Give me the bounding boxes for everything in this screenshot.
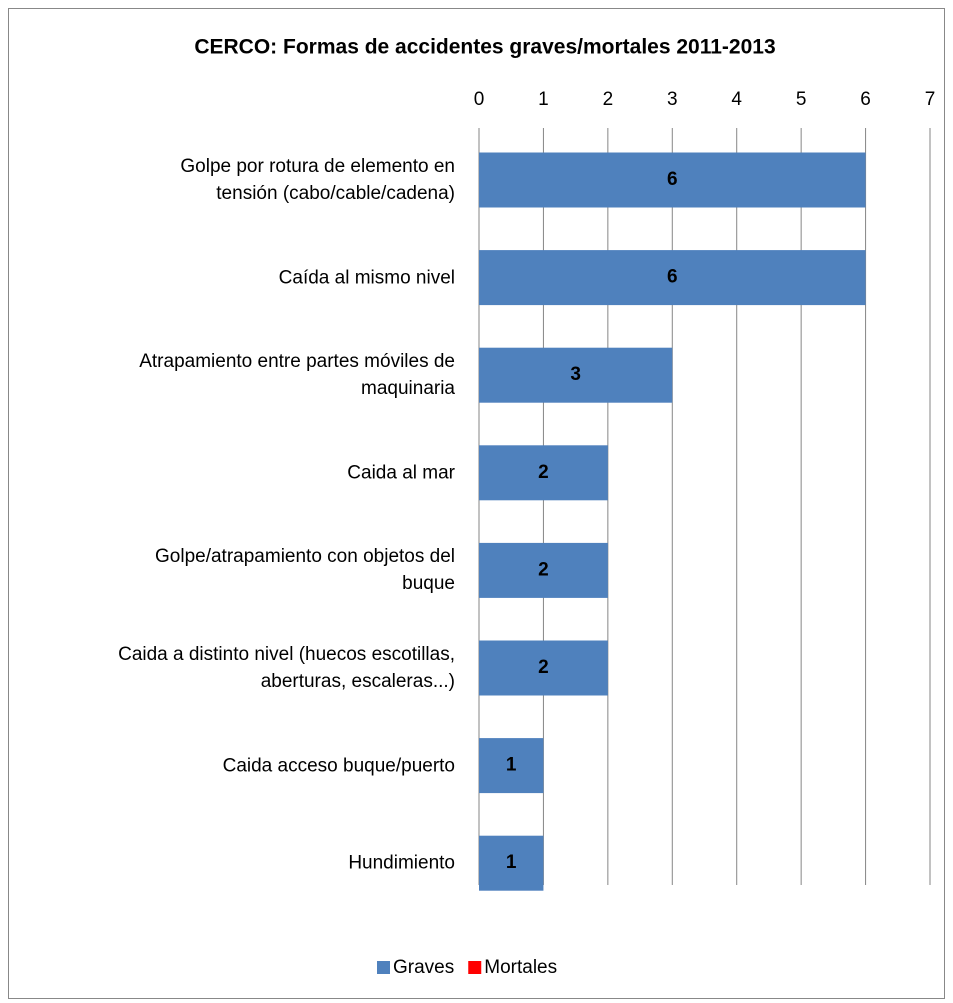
category-label: Hundimiento bbox=[348, 852, 455, 874]
data-label: 3 bbox=[570, 364, 581, 385]
bar bbox=[479, 347, 673, 403]
x-tick-label: 6 bbox=[860, 89, 871, 110]
bar bbox=[479, 542, 608, 598]
bar bbox=[479, 835, 544, 891]
x-tick-label: 2 bbox=[603, 89, 614, 110]
data-label: 2 bbox=[538, 462, 549, 483]
category-label: Caida acceso buque/puerto bbox=[222, 755, 455, 777]
x-tick-label: 1 bbox=[538, 89, 549, 110]
category-label: Atrapamiento entre partes móviles de maq… bbox=[139, 351, 455, 400]
legend-label: Mortales bbox=[484, 957, 557, 978]
x-tick-label: 0 bbox=[474, 89, 485, 110]
data-label: 6 bbox=[667, 267, 678, 288]
category-label: Caida a distinto nivel (huecos escotilla… bbox=[118, 644, 455, 692]
bar bbox=[479, 738, 544, 794]
category-label: Golpe por rotura de elemento en tensión … bbox=[180, 156, 455, 204]
category-label: Golpe/atrapamiento con objetos del buque bbox=[155, 546, 455, 595]
data-label: 1 bbox=[506, 755, 517, 776]
x-tick-label: 4 bbox=[731, 89, 742, 110]
legend-swatch bbox=[468, 961, 482, 974]
legend-label: Graves bbox=[393, 957, 454, 978]
x-tick-label: 5 bbox=[796, 89, 807, 110]
data-label: 2 bbox=[538, 657, 549, 678]
data-label: 1 bbox=[506, 852, 517, 873]
legend-swatch bbox=[377, 961, 390, 974]
category-label: Caida al mar bbox=[347, 462, 455, 484]
chart-title: CERCO: Formas de accidentes graves/morta… bbox=[194, 36, 775, 59]
x-tick-label: 7 bbox=[925, 89, 936, 110]
data-label: 6 bbox=[667, 169, 678, 190]
bar bbox=[479, 445, 608, 501]
x-tick-label: 3 bbox=[667, 89, 678, 110]
bar bbox=[479, 152, 866, 208]
bar bbox=[479, 250, 866, 306]
bar bbox=[479, 640, 608, 696]
data-label: 2 bbox=[538, 559, 549, 580]
category-label: Caída al mismo nivel bbox=[278, 267, 455, 289]
